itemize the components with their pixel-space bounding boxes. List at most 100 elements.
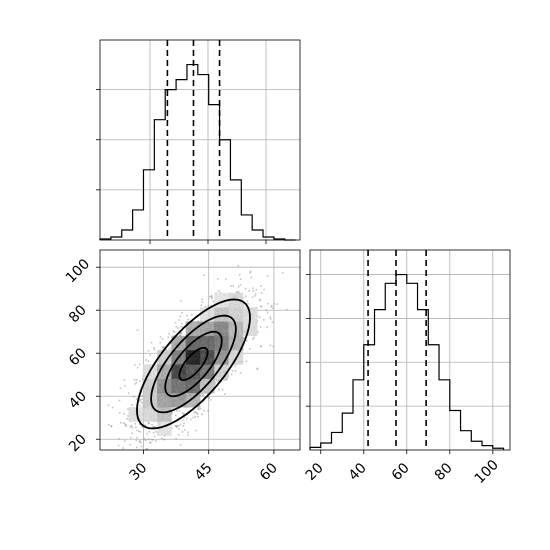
scatter-point: [281, 272, 284, 274]
scatter-point: [135, 426, 137, 429]
scatter-point: [260, 305, 263, 308]
contour-line: [178, 346, 209, 382]
scatter-point: [260, 285, 262, 287]
scatter-point: [215, 379, 218, 382]
scatter-point: [220, 380, 223, 383]
scatter-point: [129, 443, 132, 446]
density-cell: [242, 321, 258, 337]
scatter-point: [260, 345, 262, 348]
scatter-point: [127, 392, 130, 395]
scatter-point: [207, 396, 210, 399]
scatter-point: [225, 378, 228, 381]
scatter-point: [234, 369, 237, 372]
scatter-point: [107, 423, 110, 426]
scatter-point: [144, 424, 146, 426]
scatter-point: [204, 305, 207, 308]
density-cell: [128, 407, 144, 422]
scatter-point: [249, 271, 251, 274]
scatter-point: [197, 407, 199, 410]
scatter-point: [256, 314, 259, 317]
scatter-point: [197, 415, 199, 418]
scatter-point: [196, 412, 198, 414]
scatter-point: [153, 435, 156, 438]
scatter-point: [242, 302, 245, 305]
scatter-point: [187, 434, 189, 436]
scatter-point: [203, 274, 205, 277]
scatter-point: [107, 404, 110, 407]
scatter-point: [149, 354, 152, 356]
scatter-x-tick-label: 60: [257, 460, 281, 484]
scatter-point: [180, 300, 182, 302]
scatter-point: [134, 364, 136, 366]
scatter-point: [135, 398, 138, 400]
scatter-point: [234, 365, 236, 368]
scatter-point: [210, 305, 212, 307]
scatter-point: [231, 369, 234, 372]
panel-2d-density: 30 45 60 20 40 60 80 100: [63, 249, 301, 484]
scatter-point: [127, 415, 129, 417]
scatter-point: [134, 422, 137, 425]
scatter-point: [117, 444, 120, 447]
scatter-point: [140, 441, 142, 444]
scatter-point: [177, 327, 180, 329]
scatter-x-tick-label: 45: [192, 460, 216, 484]
scatter-point: [130, 424, 133, 427]
scatter-point: [237, 291, 240, 293]
scatter-point: [273, 302, 276, 305]
scatter-point: [152, 426, 154, 428]
scatter-frame: [99, 249, 301, 451]
density-cell: [214, 321, 229, 337]
scatter-point: [180, 332, 183, 334]
scatter-point: [136, 366, 139, 369]
scatter-point: [145, 448, 148, 450]
scatter-point: [181, 412, 184, 414]
scatter-point: [193, 411, 196, 414]
scatter-point: [178, 334, 181, 337]
scatter-point: [135, 379, 138, 381]
scatter-point: [217, 278, 219, 280]
scatter-point: [110, 425, 113, 427]
scatter-point: [198, 408, 200, 411]
scatter-point: [155, 430, 157, 433]
scatter-point: [239, 372, 242, 374]
scatter-point: [163, 346, 165, 349]
scatter-point: [182, 326, 184, 328]
scatter-point: [124, 384, 126, 387]
scatter-point: [259, 299, 262, 302]
right-frame: [309, 249, 511, 451]
scatter-point: [248, 290, 251, 292]
density-shading: [128, 292, 258, 437]
scatter-point: [221, 388, 224, 391]
scatter-point: [250, 276, 253, 279]
scatter-point: [141, 426, 143, 429]
scatter-point: [123, 378, 126, 381]
scatter-point: [124, 423, 126, 425]
scatter-point: [223, 378, 225, 381]
scatter-point: [134, 383, 136, 385]
scatter-point: [258, 298, 261, 301]
right-x-tick-label: 80: [432, 460, 456, 484]
scatter-point: [254, 295, 256, 297]
scatter-point: [271, 304, 273, 307]
scatter-point: [181, 323, 183, 325]
scatter-point: [183, 429, 186, 431]
density-cell: [171, 335, 187, 351]
scatter-point: [270, 306, 273, 308]
scatter-point: [138, 440, 141, 443]
right-x-tick-label: 100: [472, 457, 502, 487]
scatter-point: [148, 430, 151, 433]
contour-line: [150, 314, 237, 414]
scatter-point: [242, 305, 245, 308]
scatter-point: [141, 398, 143, 400]
right-x-tick-label: 40: [346, 460, 370, 484]
scatter-point: [176, 424, 179, 427]
scatter-point: [133, 378, 136, 381]
scatter-point: [150, 341, 153, 344]
scatter-point: [252, 338, 254, 340]
scatter-point: [201, 301, 204, 303]
scatter-point: [202, 393, 205, 396]
density-contours: [136, 298, 251, 430]
scatter-point: [172, 330, 175, 333]
scatter-point: [139, 423, 141, 426]
scatter-point: [194, 415, 197, 418]
